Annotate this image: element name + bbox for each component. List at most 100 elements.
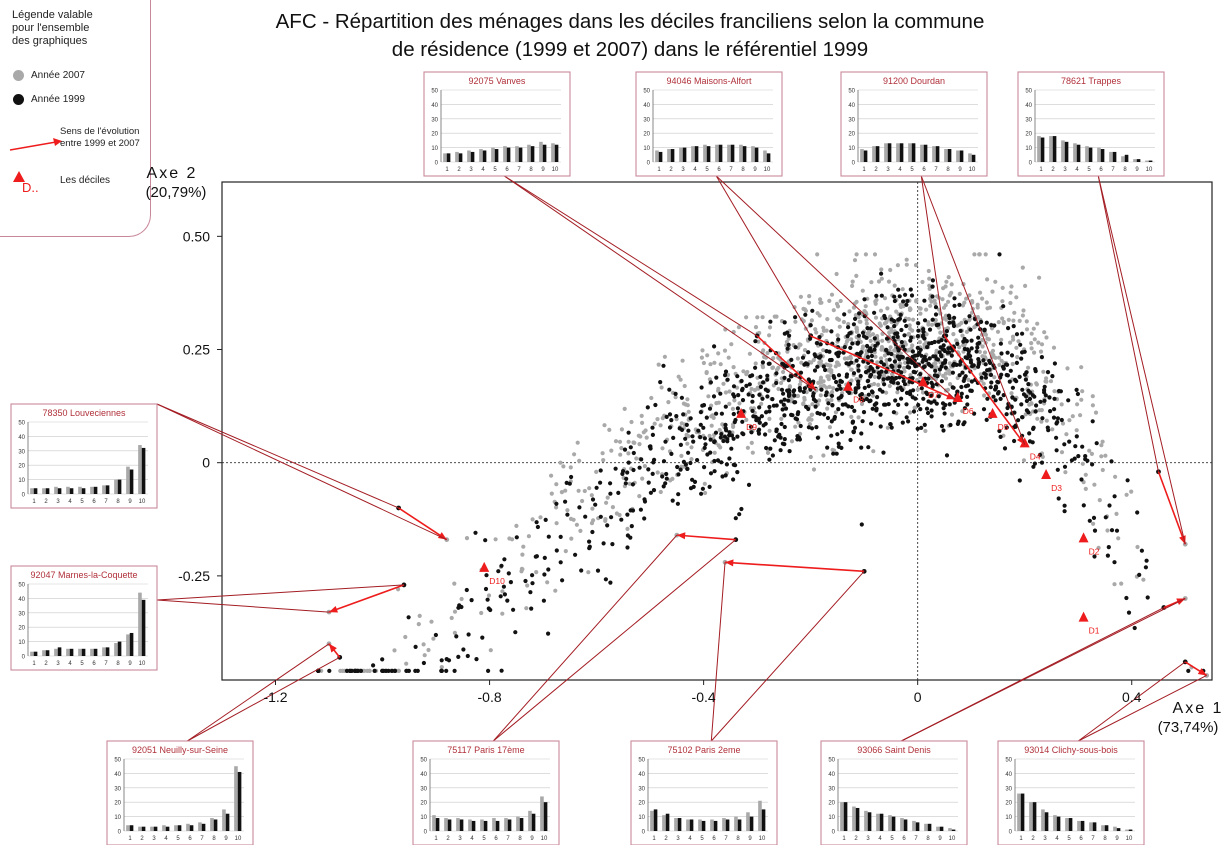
scatter-point	[837, 324, 842, 329]
scatter-point	[864, 321, 869, 326]
inset-connector-line	[492, 534, 678, 742]
inset-bar-1999	[677, 818, 682, 831]
scatter-point	[856, 333, 862, 338]
scatter-point	[764, 445, 769, 451]
scatter-point	[748, 374, 753, 379]
inset-x-tick-label: 5	[80, 661, 84, 667]
scatter-point	[644, 435, 649, 440]
scatter-point	[905, 298, 910, 304]
inset-bar-2007	[860, 149, 864, 162]
scatter-point	[530, 581, 535, 586]
inset-bar-1999	[129, 825, 134, 831]
scatter-point	[876, 382, 881, 387]
scatter-point	[590, 497, 596, 502]
scatter-point	[929, 299, 934, 304]
inset-bar-2007	[872, 146, 876, 162]
scatter-point	[798, 294, 804, 299]
scatter-point	[884, 336, 890, 341]
scatter-point	[915, 426, 920, 431]
inset-bar-1999	[971, 154, 976, 162]
scatter-point	[808, 323, 813, 328]
scatter-point	[610, 505, 616, 510]
scatter-point	[886, 402, 891, 407]
inset-bar-2007	[516, 816, 520, 831]
scatter-point	[704, 415, 709, 420]
scatter-point	[691, 484, 696, 489]
scatter-point	[793, 373, 798, 378]
scatter-point	[678, 377, 683, 382]
scatter-point	[868, 326, 873, 331]
scatter-point	[927, 286, 932, 291]
inset-x-tick-label: 7	[724, 836, 728, 842]
scatter-point	[822, 412, 827, 417]
scatter-point	[676, 492, 681, 497]
scatter-point	[785, 346, 790, 351]
scatter-point	[613, 466, 618, 471]
scatter-point	[852, 408, 857, 413]
scatter-point	[1083, 454, 1088, 459]
scatter-point	[871, 449, 876, 454]
scatter-point	[943, 313, 949, 318]
scatter-point	[571, 517, 576, 522]
inset-connector-line	[187, 643, 330, 742]
scatter-point	[577, 505, 582, 510]
scatter-point	[751, 414, 756, 419]
plot-frame	[221, 181, 1213, 681]
inset-bar-1999	[69, 648, 74, 656]
scatter-point	[650, 425, 655, 430]
inset-x-tick-label: 3	[886, 167, 890, 173]
inset-y-tick-label: 0	[22, 655, 26, 661]
scatter-point	[698, 410, 704, 415]
inset-x-tick-label: 2	[44, 499, 48, 505]
scatter-point	[782, 397, 787, 402]
scatter-point	[1126, 610, 1132, 615]
scatter-point	[519, 566, 525, 572]
scatter-point	[685, 397, 690, 402]
scatter-point	[638, 507, 644, 512]
scatter-point	[849, 367, 854, 372]
scatter-point	[793, 315, 798, 320]
scatter-point	[875, 395, 880, 400]
inset-bar-2007	[1029, 802, 1033, 831]
scatter-point	[821, 348, 826, 353]
legend-heading: Légende valable pour l'ensemble des grap…	[12, 9, 93, 48]
inset-bar-2007	[884, 143, 888, 162]
inset-bar-2007	[968, 153, 972, 162]
scatter-point	[593, 502, 598, 507]
scatter-point	[920, 359, 925, 364]
y-tick-label: 0	[202, 455, 210, 471]
scatter-point	[1018, 342, 1023, 347]
scatter-point	[864, 396, 869, 402]
scatter-point	[922, 364, 927, 369]
inset-title: 94046 Maisons-Alfort	[666, 76, 752, 86]
scatter-point	[1137, 572, 1142, 578]
inset-bar-1999	[1076, 144, 1081, 162]
scatter-point	[767, 325, 773, 330]
scatter-point	[1001, 321, 1006, 326]
scatter-point	[344, 668, 350, 674]
scatter-point	[833, 410, 839, 415]
scatter-point	[716, 400, 721, 405]
scatter-point	[874, 293, 879, 298]
scatter-point	[675, 501, 681, 506]
scatter-point	[965, 347, 970, 352]
inset-bar-1999	[482, 150, 487, 162]
scatter-point	[666, 400, 671, 405]
scatter-point	[514, 535, 519, 540]
scatter-point	[1021, 458, 1027, 463]
scatter-point	[876, 279, 882, 284]
inset-x-tick-label: 5	[1067, 836, 1071, 842]
inset-bar-1999	[1056, 816, 1061, 831]
inset-x-tick-label: 9	[541, 167, 545, 173]
scatter-point	[1143, 565, 1148, 570]
scatter-point	[930, 384, 935, 389]
scatter-point	[656, 362, 661, 367]
inset-y-tick-label: 50	[18, 583, 25, 589]
scatter-point	[849, 404, 855, 410]
scatter-point	[767, 404, 772, 410]
scatter-point	[895, 381, 901, 386]
scatter-point	[892, 319, 897, 324]
scatter-point	[776, 386, 781, 392]
inset-bar-2007	[1109, 151, 1113, 162]
scatter-point	[710, 413, 715, 418]
